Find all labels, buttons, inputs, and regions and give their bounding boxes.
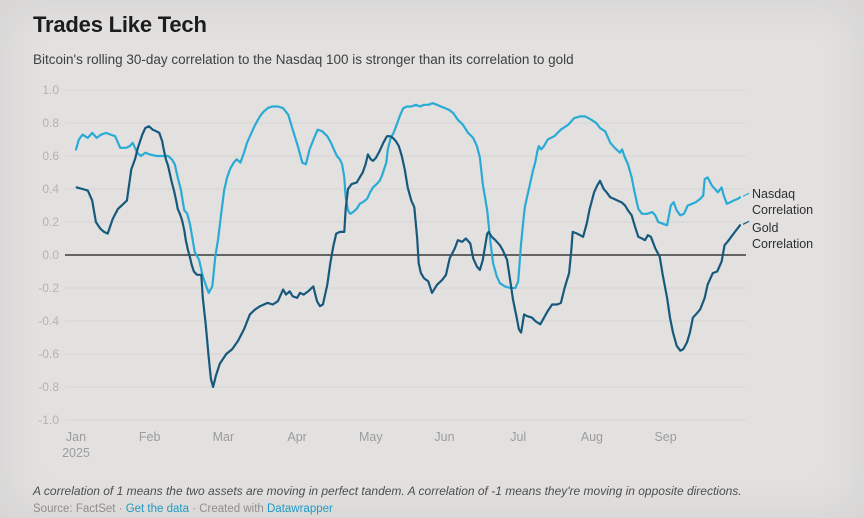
x-tick-label: Jul	[510, 430, 526, 444]
y-tick-label: -1.0	[38, 413, 59, 427]
source-line: Source: FactSet · Get the data · Created…	[33, 503, 833, 515]
y-tick-label: 0.0	[42, 248, 59, 262]
x-tick-label: Mar	[213, 430, 235, 444]
x-tick-year-label: 2025	[62, 446, 90, 460]
y-tick-label: -0.2	[38, 281, 59, 295]
separator: ·	[189, 503, 200, 515]
chart-title: Trades Like Tech	[33, 12, 207, 37]
legend-nasdaq-line2: Correlation	[752, 202, 814, 217]
y-tick-label: 0.8	[42, 116, 59, 130]
x-tick-label: May	[359, 430, 383, 444]
x-tick-label: Feb	[139, 430, 161, 444]
legend-nasdaq-line1: Nasdaq	[752, 187, 796, 201]
y-tick-label: -0.4	[38, 314, 59, 328]
series-line-nasdaq	[74, 102, 742, 294]
created-with-text: Created with	[199, 503, 267, 515]
get-the-data-link[interactable]: Get the data	[125, 503, 189, 515]
legend-gold-line1: Gold	[752, 221, 779, 235]
footnote: A correlation of 1 means the two assets …	[33, 484, 742, 498]
legend-label-gold: Gold Correlation	[752, 221, 852, 252]
x-tick-label: Jun	[434, 430, 454, 444]
y-tick-label: -0.6	[38, 347, 59, 361]
x-tick-label: Sep	[654, 430, 676, 444]
x-tick-label: Apr	[287, 430, 306, 444]
source-prefix: Source: FactSet	[33, 503, 116, 515]
y-tick-label: 0.2	[42, 215, 59, 229]
separator: ·	[115, 503, 126, 515]
y-tick-label: 0.4	[42, 182, 59, 196]
y-tick-label: -0.8	[38, 380, 59, 394]
x-tick-label: Jan	[66, 430, 86, 444]
legend-gold-line2: Correlation	[752, 236, 814, 251]
x-tick-label: Aug	[581, 430, 603, 444]
chart-subtitle: Bitcoin's rolling 30-day correlation to …	[33, 52, 574, 67]
y-tick-label: 1.0	[42, 83, 59, 97]
legend-leader-gold	[742, 220, 750, 225]
datawrapper-link[interactable]: Datawrapper	[267, 503, 333, 515]
legend-label-nasdaq: Nasdaq Correlation	[752, 187, 852, 218]
series-line-gold	[75, 125, 742, 389]
legend-leader-nasdaq	[742, 192, 750, 197]
y-tick-label: 0.6	[42, 149, 59, 163]
